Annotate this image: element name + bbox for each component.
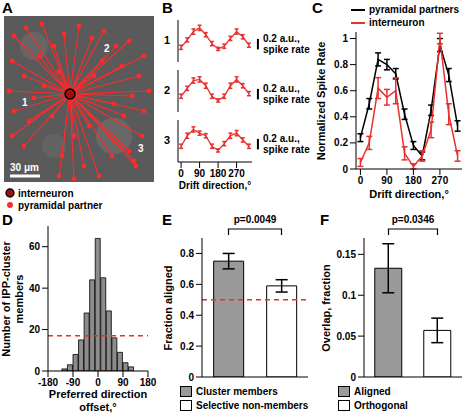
html-text:1: 1 bbox=[164, 34, 171, 46]
html-text:spike rate: spike rate bbox=[263, 144, 310, 156]
html-text:Normalized Spike Rate: Normalized Spike Rate bbox=[314, 41, 327, 160]
svg-text:1: 1 bbox=[22, 97, 28, 108]
svg-text:30 μm: 30 μm bbox=[10, 162, 39, 173]
svg-text:0.1: 0.1 bbox=[342, 290, 356, 301]
svg-text:pyramidal partner: pyramidal partner bbox=[18, 200, 103, 211]
svg-text:0.15: 0.15 bbox=[337, 249, 357, 260]
svg-text:90: 90 bbox=[117, 377, 129, 388]
html-text:0.2 a.u.,: 0.2 a.u., bbox=[263, 83, 300, 95]
svg-text:interneuron: interneuron bbox=[18, 188, 74, 199]
svg-text:0.6: 0.6 bbox=[180, 279, 194, 290]
html-text:Overlap, fraction: Overlap, fraction bbox=[319, 263, 332, 352]
svg-text:-180: -180 bbox=[38, 377, 58, 388]
svg-text:0.4: 0.4 bbox=[180, 310, 194, 321]
html-text:Cluster members: Cluster members bbox=[196, 385, 278, 397]
svg-text:0.6: 0.6 bbox=[334, 85, 348, 96]
html-text:E: E bbox=[162, 211, 172, 228]
svg-text:0.8: 0.8 bbox=[180, 248, 194, 259]
html-text:Number of IPP-cluster: Number of IPP-cluster bbox=[0, 240, 12, 357]
html-text:2: 2 bbox=[164, 84, 171, 96]
html-text:0.2 a.u.,: 0.2 a.u., bbox=[263, 33, 300, 45]
svg-text:0: 0 bbox=[95, 377, 101, 388]
svg-text:270: 270 bbox=[228, 168, 245, 179]
html-text:0.2 a.u.,: 0.2 a.u., bbox=[263, 133, 300, 145]
html-text:Drift direction,°: Drift direction,° bbox=[369, 188, 449, 200]
html-text:pyramidal partners: pyramidal partners bbox=[369, 4, 459, 15]
svg-text:60: 60 bbox=[29, 241, 41, 252]
svg-text:0.2: 0.2 bbox=[180, 341, 194, 352]
html-text:interneuron: interneuron bbox=[369, 17, 425, 28]
svg-text:180: 180 bbox=[405, 175, 422, 186]
html-text:offset,°: offset,° bbox=[79, 401, 117, 413]
svg-text:2: 2 bbox=[104, 43, 110, 54]
html-text:B: B bbox=[162, 0, 173, 16]
svg-text:20: 20 bbox=[29, 324, 41, 335]
svg-text:180: 180 bbox=[140, 377, 157, 388]
svg-text:0: 0 bbox=[34, 366, 40, 377]
svg-text:0: 0 bbox=[178, 168, 184, 179]
svg-text:1: 1 bbox=[342, 33, 348, 44]
svg-text:0: 0 bbox=[188, 372, 194, 383]
svg-text:0: 0 bbox=[358, 175, 364, 186]
svg-text:90: 90 bbox=[194, 168, 206, 179]
svg-text:3: 3 bbox=[138, 143, 144, 154]
svg-text:0.4: 0.4 bbox=[334, 111, 348, 122]
html-text:Fraction aligned: Fraction aligned bbox=[161, 265, 174, 350]
svg-text:90: 90 bbox=[381, 175, 393, 186]
html-text:p=0.0346: p=0.0346 bbox=[391, 214, 435, 225]
html-text:Drift direction,°: Drift direction,° bbox=[178, 180, 252, 191]
svg-text:0: 0 bbox=[350, 372, 356, 383]
svg-text:0.2: 0.2 bbox=[334, 137, 348, 148]
html-text:Preferred direction: Preferred direction bbox=[48, 388, 148, 400]
html-text:D: D bbox=[2, 211, 13, 228]
svg-text:270: 270 bbox=[432, 175, 449, 186]
svg-text:-90: -90 bbox=[66, 377, 81, 388]
html-text:Aligned: Aligned bbox=[354, 385, 391, 397]
html-text:Selective non-members: Selective non-members bbox=[196, 399, 309, 411]
html-text:A: A bbox=[2, 0, 13, 16]
html-text:spike rate: spike rate bbox=[263, 94, 310, 106]
svg-text:0: 0 bbox=[342, 164, 348, 175]
html-text:Orthogonal: Orthogonal bbox=[354, 399, 408, 411]
html-text:F: F bbox=[320, 211, 330, 228]
svg-text:180: 180 bbox=[210, 168, 227, 179]
svg-text:0.8: 0.8 bbox=[334, 59, 348, 70]
html-text:p=0.0049: p=0.0049 bbox=[233, 214, 277, 225]
svg-text:0.05: 0.05 bbox=[337, 331, 357, 342]
html-text:members: members bbox=[13, 274, 25, 323]
html-text:C: C bbox=[312, 0, 323, 16]
svg-text:40: 40 bbox=[29, 283, 41, 294]
html-text:3: 3 bbox=[164, 134, 171, 146]
html-text:spike rate: spike rate bbox=[263, 44, 310, 56]
